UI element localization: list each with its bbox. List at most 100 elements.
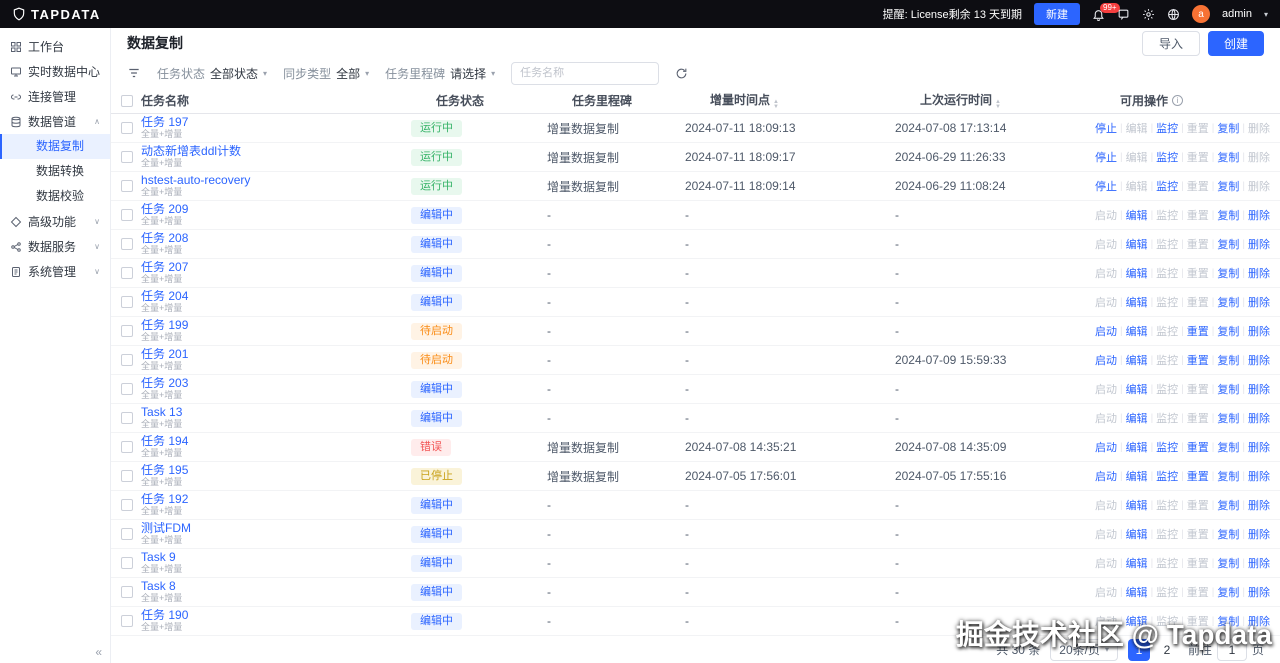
- op-delete-link[interactable]: 删除: [1248, 355, 1270, 367]
- op-reset-link[interactable]: 重置: [1186, 442, 1209, 454]
- sort-icon[interactable]: ▲ ▼: [995, 99, 1001, 110]
- op-delete-link[interactable]: 删除: [1248, 413, 1270, 425]
- sidebar-item-data-validation[interactable]: 数据校验: [36, 189, 85, 203]
- op-stop-link[interactable]: 停止: [1094, 181, 1117, 193]
- op-edit-link[interactable]: 编辑: [1125, 123, 1148, 135]
- op-delete-link[interactable]: 删除: [1248, 239, 1270, 251]
- op-start-link[interactable]: 启动: [1094, 529, 1117, 541]
- sidebar-item-connection-management[interactable]: 连接管理: [0, 84, 110, 109]
- task-name-link[interactable]: 任务 190: [141, 609, 189, 622]
- op-edit-link[interactable]: 编辑: [1125, 587, 1148, 599]
- op-delete-link[interactable]: 删除: [1248, 152, 1270, 164]
- op-delete-link[interactable]: 删除: [1248, 587, 1270, 599]
- op-monitor-link[interactable]: 监控: [1156, 558, 1179, 570]
- op-copy-link[interactable]: 复制: [1217, 587, 1240, 599]
- op-monitor-link[interactable]: 监控: [1156, 500, 1179, 512]
- row-checkbox[interactable]: [121, 238, 134, 250]
- op-start-link[interactable]: 启动: [1094, 471, 1117, 483]
- op-monitor-link[interactable]: 监控: [1156, 297, 1179, 309]
- row-checkbox[interactable]: [121, 296, 134, 308]
- op-edit-link[interactable]: 编辑: [1125, 239, 1148, 251]
- op-edit-link[interactable]: 编辑: [1125, 181, 1148, 193]
- create-button[interactable]: 创建: [1207, 30, 1264, 56]
- op-reset-link[interactable]: 重置: [1186, 413, 1209, 425]
- task-name-link[interactable]: 任务 197: [141, 116, 189, 129]
- op-reset-link[interactable]: 重置: [1186, 529, 1209, 541]
- op-copy-link[interactable]: 复制: [1217, 442, 1240, 454]
- page-size-select[interactable]: 20条/页 ▾: [1050, 638, 1118, 661]
- op-copy-link[interactable]: 复制: [1217, 152, 1240, 164]
- page-button-2[interactable]: 2: [1163, 642, 1171, 657]
- sidebar-item-advanced-features[interactable]: 高级功能 ∨: [0, 209, 110, 234]
- sidebar-item-system-management[interactable]: 系统管理 ∨: [0, 259, 110, 284]
- task-name-link[interactable]: Task 9: [141, 551, 176, 564]
- message-icon[interactable]: [1117, 8, 1130, 21]
- op-monitor-link[interactable]: 监控: [1156, 384, 1179, 396]
- op-edit-link[interactable]: 编辑: [1125, 442, 1148, 454]
- op-copy-link[interactable]: 复制: [1217, 123, 1240, 135]
- op-start-link[interactable]: 启动: [1094, 239, 1117, 251]
- op-monitor-link[interactable]: 监控: [1156, 239, 1179, 251]
- op-start-link[interactable]: 启动: [1094, 326, 1117, 338]
- notification-bell-icon[interactable]: 99+: [1092, 2, 1120, 21]
- select-all-checkbox[interactable]: [121, 94, 134, 107]
- op-start-link[interactable]: 启动: [1094, 442, 1117, 454]
- op-edit-link[interactable]: 编辑: [1125, 355, 1148, 367]
- op-delete-link[interactable]: 删除: [1248, 181, 1270, 193]
- op-monitor-link[interactable]: 监控: [1156, 268, 1179, 280]
- row-checkbox[interactable]: [121, 209, 134, 221]
- op-stop-link[interactable]: 停止: [1094, 123, 1117, 135]
- task-name-link[interactable]: 任务 207: [141, 261, 189, 274]
- page-button-1[interactable]: 1: [1127, 638, 1150, 661]
- op-delete-link[interactable]: 删除: [1248, 529, 1270, 541]
- task-name-link[interactable]: 动态新增表ddl计数: [141, 145, 242, 158]
- op-start-link[interactable]: 启动: [1094, 558, 1117, 570]
- op-copy-link[interactable]: 复制: [1217, 529, 1240, 541]
- task-name-search-input[interactable]: [511, 61, 660, 85]
- op-monitor-link[interactable]: 监控: [1156, 413, 1179, 425]
- row-checkbox[interactable]: [121, 528, 134, 540]
- op-edit-link[interactable]: 编辑: [1125, 297, 1148, 309]
- task-name-link[interactable]: 任务 199: [141, 319, 189, 332]
- op-start-link[interactable]: 启动: [1094, 587, 1117, 599]
- op-reset-link[interactable]: 重置: [1186, 384, 1209, 396]
- op-delete-link[interactable]: 删除: [1248, 297, 1270, 309]
- task-name-link[interactable]: Task 8: [141, 580, 176, 593]
- op-start-link[interactable]: 启动: [1094, 268, 1117, 280]
- sidebar-item-data-replication[interactable]: 数据复制: [0, 134, 111, 159]
- op-edit-link[interactable]: 编辑: [1125, 210, 1148, 222]
- op-monitor-link[interactable]: 监控: [1156, 123, 1179, 135]
- task-name-link[interactable]: hstest-auto-recovery: [141, 174, 251, 187]
- op-start-link[interactable]: 启动: [1094, 355, 1117, 367]
- row-checkbox[interactable]: [121, 441, 134, 453]
- refresh-icon[interactable]: [675, 67, 688, 80]
- settings-gear-icon[interactable]: [1142, 8, 1155, 21]
- op-copy-link[interactable]: 复制: [1217, 471, 1240, 483]
- op-reset-link[interactable]: 重置: [1186, 268, 1209, 280]
- task-name-link[interactable]: 测试FDM: [141, 522, 192, 535]
- row-checkbox[interactable]: [121, 383, 134, 395]
- row-checkbox[interactable]: [121, 499, 134, 511]
- op-monitor-link[interactable]: 监控: [1156, 210, 1179, 222]
- tapdata-logo[interactable]: TAPDATA: [12, 7, 101, 22]
- op-start-link[interactable]: 启动: [1094, 297, 1117, 309]
- column-incremental-time[interactable]: 增量时间点 ▲ ▼: [710, 91, 920, 110]
- row-checkbox[interactable]: [121, 615, 134, 627]
- op-reset-link[interactable]: 重置: [1186, 355, 1209, 367]
- op-delete-link[interactable]: 删除: [1248, 471, 1270, 483]
- row-checkbox[interactable]: [121, 354, 134, 366]
- op-monitor-link[interactable]: 监控: [1156, 442, 1179, 454]
- task-status-filter[interactable]: 任务状态 全部状态 ▾: [157, 65, 267, 82]
- op-edit-link[interactable]: 编辑: [1125, 413, 1148, 425]
- op-start-link[interactable]: 启动: [1094, 210, 1117, 222]
- language-globe-icon[interactable]: [1167, 8, 1180, 21]
- goto-page-input[interactable]: [1216, 638, 1247, 661]
- row-checkbox[interactable]: [121, 267, 134, 279]
- task-name-link[interactable]: 任务 192: [141, 493, 189, 506]
- op-monitor-link[interactable]: 监控: [1156, 471, 1179, 483]
- op-copy-link[interactable]: 复制: [1217, 500, 1240, 512]
- task-name-link[interactable]: 任务 203: [141, 377, 189, 390]
- op-reset-link[interactable]: 重置: [1186, 181, 1209, 193]
- op-delete-link[interactable]: 删除: [1248, 268, 1270, 280]
- op-delete-link[interactable]: 删除: [1248, 442, 1270, 454]
